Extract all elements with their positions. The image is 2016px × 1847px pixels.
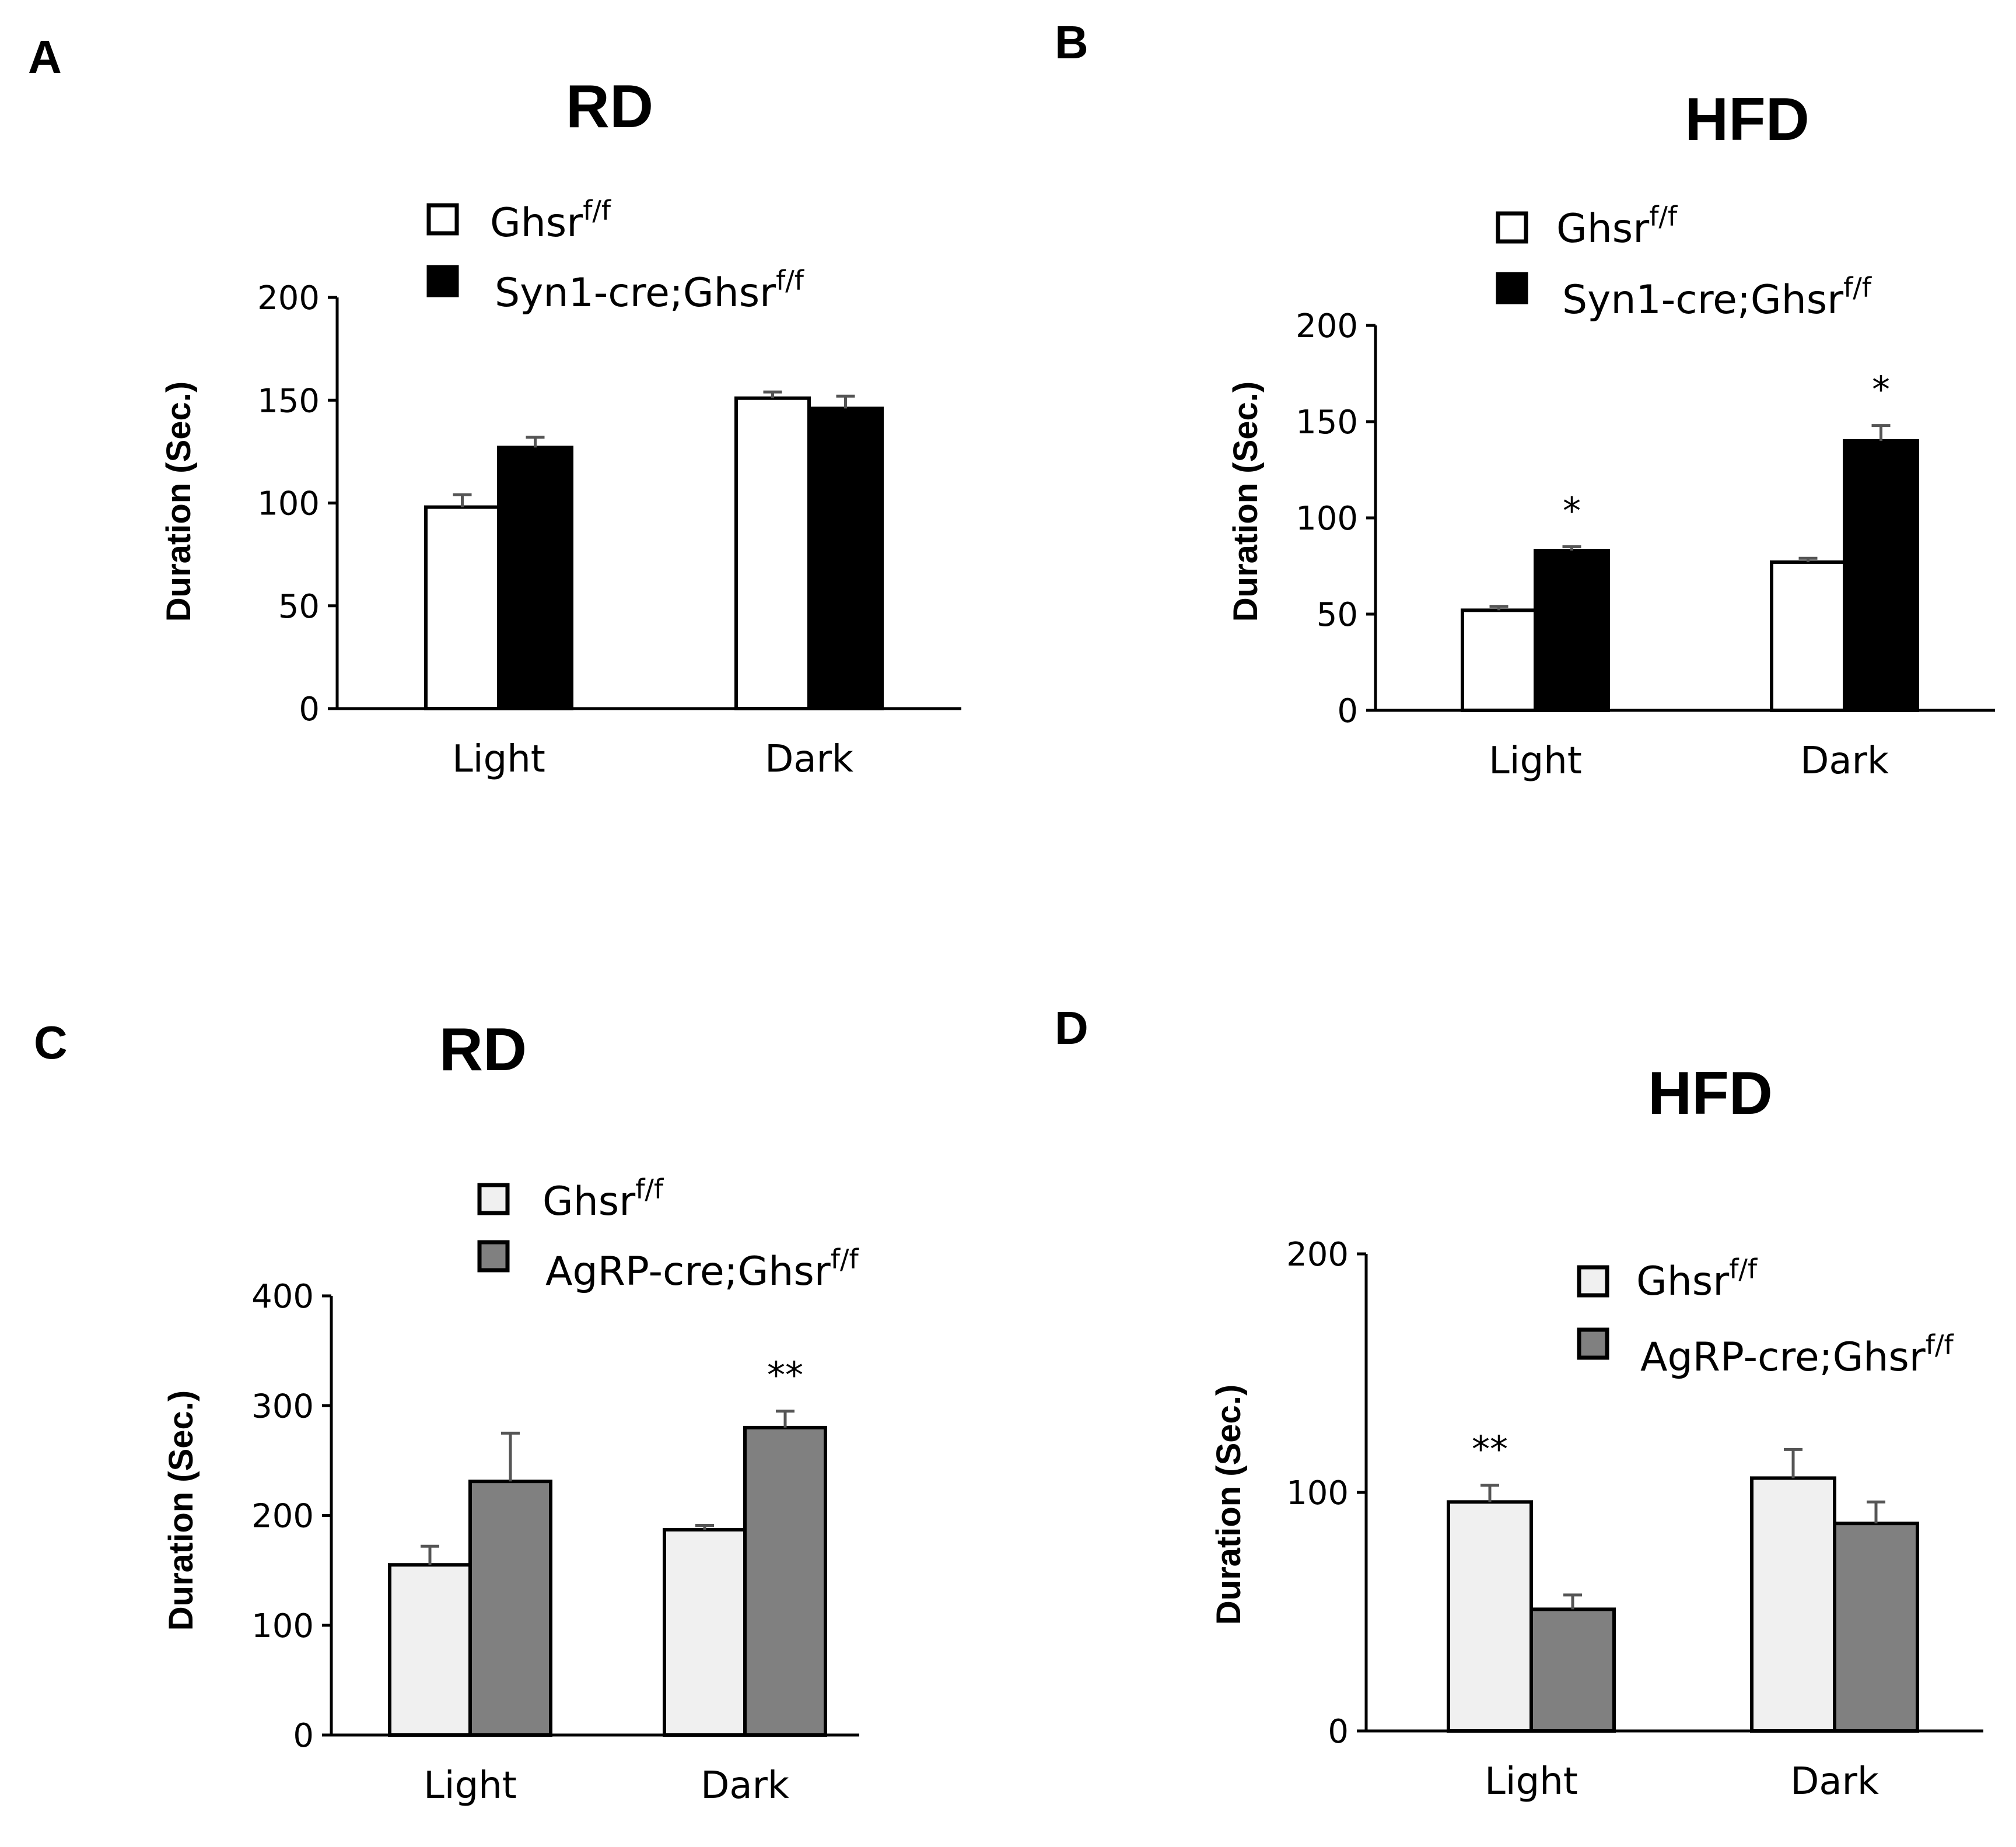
legend-entry: Ghsrf/f <box>1636 1253 1758 1305</box>
y-tick-label: 0 <box>299 691 320 728</box>
y-tick-label: 200 <box>251 1498 314 1536</box>
panel-b: BHFDGhsrf/fSyn1-cre;Ghsrf/f050100150200D… <box>1055 16 1995 783</box>
legend-entry: AgRP-cre;Ghsrf/f <box>545 1243 859 1295</box>
y-tick-label: 200 <box>1286 1236 1349 1274</box>
panel-label: A <box>28 31 62 83</box>
bar <box>807 406 884 710</box>
legend-series-name: AgRP-cre;Ghsr <box>1640 1334 1926 1380</box>
bar <box>1843 439 1919 712</box>
y-tick-label: 400 <box>251 1278 314 1316</box>
y-axis-label: Duration (Sec.) <box>1227 381 1265 622</box>
legend-superscript: f/f <box>1729 1253 1758 1285</box>
chart-title: HFD <box>1685 86 1810 153</box>
y-tick-label: 150 <box>257 382 320 420</box>
legend-swatch <box>426 203 459 236</box>
y-tick-label: 0 <box>293 1717 314 1755</box>
x-category-label: Dark <box>1800 739 1889 783</box>
legend-entry: AgRP-cre;Ghsrf/f <box>1640 1329 1954 1380</box>
panel-c: C RDGhsrf/fAgRP-cre;Ghsrf/f0100200300400D… <box>34 1016 859 1807</box>
y-tick-label: 100 <box>251 1607 314 1645</box>
significance-marker: * <box>1563 490 1581 532</box>
panel-d: DHFDGhsrf/fAgRP-cre;Ghsrf/f0100200Durati… <box>1055 1002 1983 1803</box>
bar <box>424 505 501 710</box>
y-axis-label: Duration (Sec.) <box>1210 1385 1248 1625</box>
legend-series-name: Syn1-cre;Ghsr <box>495 270 776 316</box>
legend-entry: Syn1-cre;Ghsrf/f <box>1562 272 1873 323</box>
x-category-label: Light <box>1489 739 1582 783</box>
legend-series-name: AgRP-cre;Ghsr <box>545 1249 831 1295</box>
chart-title: HFD <box>1648 1060 1773 1127</box>
bar <box>497 446 573 710</box>
significance-marker: ** <box>1472 1428 1508 1471</box>
legend-entry: Ghsrf/f <box>542 1173 664 1225</box>
legend-series-name: Syn1-cre;Ghsr <box>1562 277 1843 323</box>
x-category-label: Light <box>1485 1760 1578 1803</box>
legend-swatch <box>477 1183 510 1215</box>
y-tick-label: 50 <box>278 588 320 626</box>
legend-swatch <box>477 1240 510 1273</box>
y-tick-label: 150 <box>1296 404 1358 441</box>
bar <box>1461 608 1537 713</box>
legend-superscript: f/f <box>831 1243 860 1275</box>
bar <box>1530 1607 1616 1733</box>
y-axis-label: Duration (Sec.) <box>162 1390 200 1631</box>
y-tick-label: 200 <box>1296 307 1358 345</box>
legend-entry: Ghsrf/f <box>490 195 612 246</box>
x-category-label: Light <box>424 1764 517 1807</box>
legend-superscript: f/f <box>776 265 805 296</box>
x-category-label: Dark <box>765 738 853 781</box>
legend-superscript: f/f <box>1649 201 1678 232</box>
y-tick-label: 50 <box>1317 596 1358 634</box>
legend-entry: Syn1-cre;Ghsrf/f <box>495 265 805 316</box>
legend-swatch <box>1496 211 1528 244</box>
panel-a: ARDGhsrf/fSyn1-cre;Ghsrf/f050100150200Du… <box>28 31 961 781</box>
chart-title: RD <box>566 73 653 141</box>
legend-swatch <box>1577 1265 1609 1298</box>
bar <box>388 1563 472 1737</box>
panel-label: B <box>1055 16 1088 68</box>
x-category-label: Dark <box>701 1764 789 1807</box>
y-tick-label: 0 <box>1337 692 1358 730</box>
y-tick-label: 300 <box>251 1387 314 1425</box>
y-tick-label: 200 <box>257 279 320 317</box>
legend-entry: Ghsrf/f <box>1556 201 1678 252</box>
panel-label: D <box>1055 1002 1088 1054</box>
bar <box>1770 560 1846 713</box>
significance-marker: ** <box>767 1354 803 1397</box>
y-tick-label: 100 <box>257 485 320 523</box>
legend-superscript: f/f <box>1926 1329 1955 1361</box>
significance-marker: * <box>1872 369 1890 411</box>
y-tick-label: 100 <box>1296 500 1358 538</box>
bar <box>734 396 811 710</box>
legend-swatch <box>1496 272 1528 304</box>
y-axis-label: Duration (Sec.) <box>160 381 198 622</box>
legend-series-name: Ghsr <box>1556 206 1649 252</box>
y-tick-label: 0 <box>1328 1713 1349 1751</box>
legend-series-name: Ghsr <box>490 200 583 246</box>
legend-superscript: f/f <box>635 1173 664 1205</box>
legend-series-name: Ghsr <box>542 1179 635 1225</box>
bar <box>663 1527 747 1737</box>
chart-title: RD <box>439 1016 527 1084</box>
legend-superscript: f/f <box>1843 272 1873 303</box>
bar <box>1447 1500 1533 1733</box>
x-category-label: Dark <box>1790 1760 1879 1803</box>
legend-series-name: Ghsr <box>1636 1259 1729 1305</box>
legend-swatch <box>1577 1327 1609 1360</box>
x-category-label: Light <box>452 738 545 781</box>
bar <box>743 1425 827 1737</box>
legend-swatch <box>426 265 459 297</box>
y-tick-label: 100 <box>1286 1474 1349 1512</box>
bar <box>1534 549 1610 712</box>
bar <box>1833 1522 1919 1733</box>
panel-label: C <box>34 1017 68 1068</box>
legend-superscript: f/f <box>583 195 612 226</box>
bar <box>468 1480 552 1737</box>
bar <box>1750 1476 1836 1733</box>
